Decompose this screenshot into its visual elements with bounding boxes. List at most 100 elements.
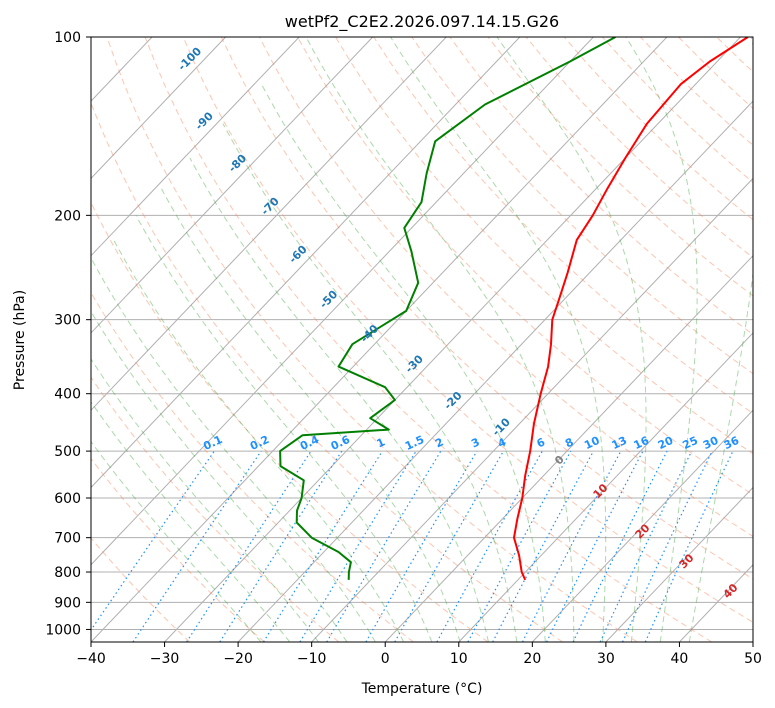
mixing-ratio-line [132,450,262,642]
grid-lines [0,37,775,642]
dry-adiabat [678,37,753,110]
x-tick-label: −10 [297,651,327,667]
mixing-ratio-line [394,450,505,642]
moist-adiabat [91,256,376,642]
mixing-ratio-label: 1 [375,435,387,450]
x-tick-label: −30 [150,651,180,667]
mixing-ratio-line [262,450,383,642]
isotherm-label: -40 [358,322,381,345]
x-tick-label: −40 [76,651,106,667]
x-tick-label: 30 [597,651,615,667]
isotherm-line [91,37,374,334]
mixing-ratio-label: 30 [701,434,721,452]
y-tick-label: 500 [54,444,81,460]
y-tick-label: 300 [54,313,81,329]
moist-adiabat [305,37,575,642]
dry-adiabat [91,457,265,642]
plot-frame [90,36,754,643]
mixing-ratio-label: 10 [582,434,602,452]
isotherm-line [91,37,226,180]
dry-adiabat [373,37,753,415]
dry-adiabat [335,37,753,455]
isotherm-line [91,37,447,411]
mixing-ratio-line [326,450,442,642]
dry-adiabat [755,37,775,642]
mixing-ratio-label: 36 [722,434,742,452]
dry-adiabat [91,201,489,642]
y-tick-label: 200 [54,208,81,224]
theta-e-label: 30 [677,551,697,571]
isotherm-line [458,332,753,642]
dry-adiabat [563,37,753,221]
y-tick-label: 400 [54,387,81,403]
profile-lines [279,37,749,581]
dry-adiabat [297,37,753,496]
y-axis-label: Pressure (hPa) [12,290,28,390]
axis-ticks: −40 −30 −20 −10 0 10 20 30 40 5010020030040050060… [45,30,762,667]
y-tick-label: 600 [54,491,81,507]
dry-adiabat [487,37,753,297]
y-tick-label: 900 [54,595,81,611]
dry-adiabat [411,37,753,375]
mixing-ratio-label: 0.6 [329,433,352,453]
isotherm-label: -30 [403,352,426,375]
x-tick-label: 10 [450,651,468,667]
isotherm-label: -100 [175,44,204,73]
dry-adiabat [449,37,753,336]
isotherm-label: -60 [286,242,309,265]
dry-adiabat [640,37,753,146]
mixing-ratio-line [644,450,734,642]
isotherm-label: -10 [490,415,513,438]
mixing-ratio-line [492,450,595,642]
moist-adiabat [160,187,461,642]
isotherm-line [164,37,741,642]
dry-adiabat [716,37,753,73]
x-tick-label: 50 [744,651,762,667]
dry-adiabat [144,37,713,642]
y-tick-label: 800 [54,565,81,581]
isotherm-line [0,37,5,642]
mixing-ratio-label: 20 [656,434,676,452]
mixing-ratio-line [365,450,478,642]
mixing-ratio-line [186,450,312,642]
moist-adiabat [91,358,319,642]
mixing-ratio-line [572,450,668,642]
isotherm-line [91,37,594,566]
mixing-ratio-line [91,450,215,632]
dry-adiabat [525,37,753,259]
mixing-ratio-label: 3 [469,435,481,450]
theta-e-label: 0 [552,453,567,468]
dry-adiabat [91,101,563,642]
moist-adiabat [135,215,433,642]
x-tick-label: −20 [223,651,253,667]
mixing-ratio-line [546,450,644,642]
series-line [513,37,749,581]
isotherm-line [752,641,753,642]
x-tick-label: 0 [381,651,390,667]
moist-adiabat [91,401,291,642]
mixing-ratio-line [299,450,417,642]
moist-adiabat [113,239,405,642]
series-line [279,37,616,580]
isotherm-label: -20 [441,389,464,412]
mixing-ratio-line [622,450,713,642]
y-tick-label: 100 [54,30,81,46]
x-tick-label: 40 [671,651,689,667]
isotherm-label: -90 [193,109,216,132]
isotherm-label: -70 [259,194,282,217]
moist-adiabat [91,440,262,642]
mixing-ratio-label: 13 [610,434,629,452]
chart-title: wetPf2_C2E2.2026.097.14.15.G26 [285,12,559,32]
mixing-ratio-label: 1.5 [403,433,426,453]
dry-adiabat [91,376,340,642]
mixing-ratio-label: 6 [535,435,548,450]
theta-e-label: 20 [633,521,653,541]
moist-adiabat [390,37,607,642]
mixing-ratio-label: 25 [681,434,700,452]
isotherm-line [91,37,521,489]
mixing-ratio-label: 0.1 [201,433,224,453]
moist-adiabat [625,37,698,642]
dry-adiabat [220,37,753,580]
mixing-ratio-line [467,450,572,642]
